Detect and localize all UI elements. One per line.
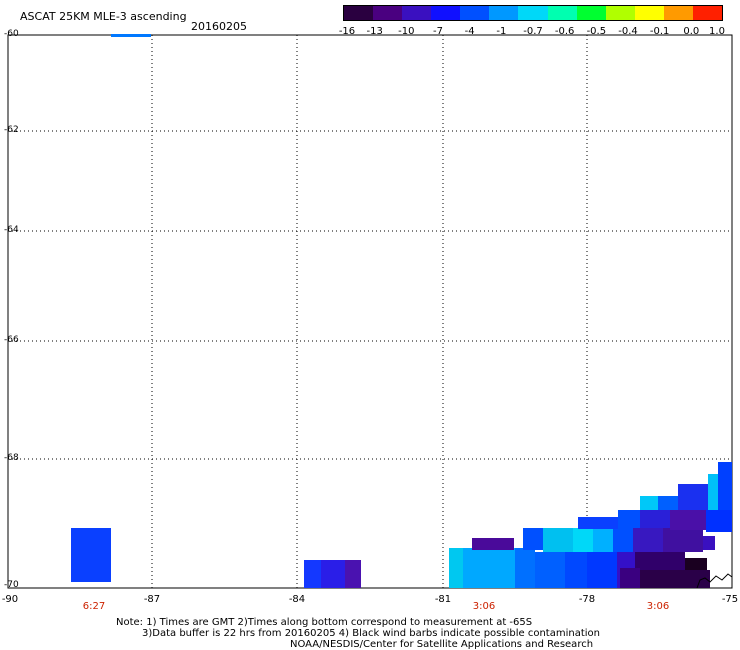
colorbar-swatch [576,6,606,20]
gridlines [8,35,732,588]
note-line-1: Note: 1) Times are GMT 2)Times along bot… [116,617,533,628]
colorbar-swatch [402,6,432,20]
colorbar-label: -7 [433,26,443,37]
colorbar-swatch [663,6,693,20]
colorbar-label: -10 [398,26,415,37]
lat-label: -60 [4,29,19,39]
colorbar-label: 0.0 [683,26,700,37]
time-label: 3:06 [472,601,496,612]
colorbar-label: -4 [464,26,475,37]
colorbar-swatch [547,6,577,20]
colorbar-swatch [344,6,374,20]
lon-label: -90 [1,594,19,605]
lon-label: -75 [721,594,739,605]
lon-label: -87 [143,594,161,605]
product-title: ASCAT 25KM MLE-3 ascending [20,10,187,23]
colorbar-swatch [373,6,403,20]
lat-label: -68 [4,453,19,463]
coastline [696,573,733,589]
lon-label: -81 [434,594,452,605]
colorbar [343,5,723,21]
time-label: 6:27 [82,601,106,612]
colorbar-label: 1.0 [709,26,725,37]
colorbar-swatch [489,6,519,20]
swath-cells [71,34,732,588]
colorbar-swatch [692,6,723,20]
note-line-2: 3)Data buffer is 22 hrs from 20160205 4)… [142,628,600,639]
colorbar-label: -0.1 [649,26,670,37]
colorbar-swatch [605,6,635,20]
plot-frame [7,34,733,589]
colorbar-label: -16 [338,26,356,37]
colorbar-label: -0.4 [618,26,638,37]
note-line-3: NOAA/NESDIS/Center for Satellite Applica… [290,639,594,650]
lat-label: -66 [4,335,19,345]
colorbar-label: -0.6 [554,26,575,37]
colorbar-swatch [460,6,490,20]
lat-label: -70 [4,580,19,590]
colorbar-label: -0.7 [523,26,543,37]
colorbar-label: -13 [366,26,383,37]
product-date: 20160205 [191,20,247,33]
colorbar-swatch [518,6,548,20]
lon-label: -78 [578,594,596,605]
colorbar-label: -0.5 [586,26,607,37]
lon-label: -84 [288,594,306,605]
colorbar-swatch [431,6,461,20]
colorbar-swatch [634,6,664,20]
lat-label: -62 [4,125,19,135]
time-label: 3:06 [646,601,670,612]
colorbar-label: -1 [496,26,507,37]
lat-label: -64 [4,225,19,235]
